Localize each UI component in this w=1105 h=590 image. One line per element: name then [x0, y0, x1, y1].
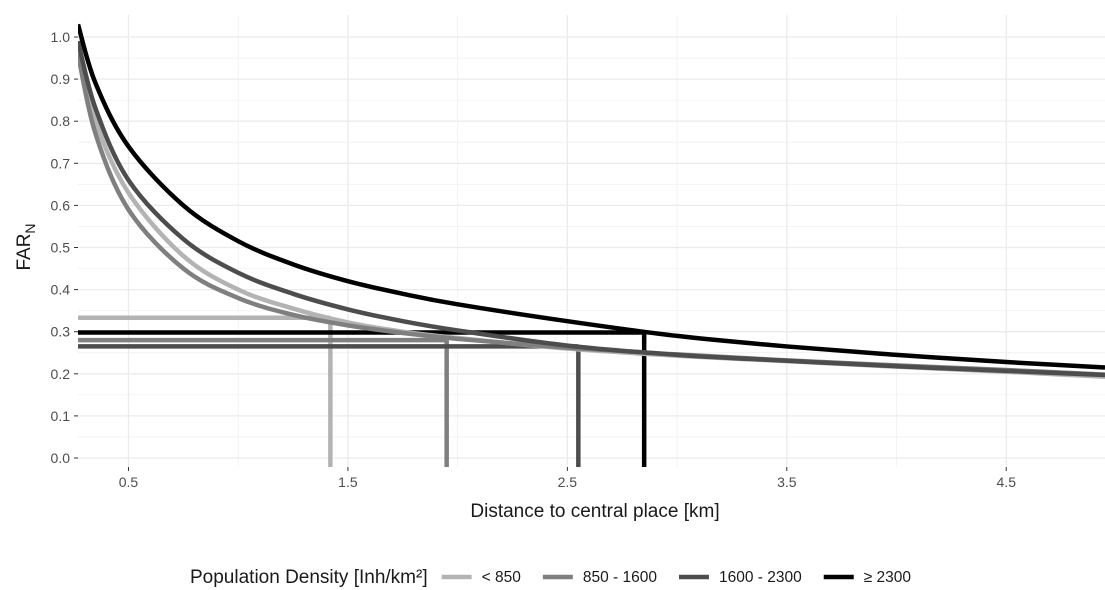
y-tick-label: 0.7	[51, 155, 71, 171]
y-tick-label: 1.0	[51, 29, 71, 45]
x-tick-label: 2.5	[558, 474, 578, 490]
y-axis-title: FARN	[14, 223, 38, 270]
legend-title: Population Density [Inh/km²]	[190, 567, 428, 588]
legend-item: 850 - 1600	[542, 569, 657, 586]
series-4-curve	[78, 23, 1105, 370]
y-axis-ticks: 0.0 0.1 0.2 0.3 0.4 0.5 0.6 0.7 0.8 0.9 1.0	[51, 29, 78, 466]
plot-area	[78, 15, 1105, 467]
legend-items: < 850 850 - 1600 1600 - 2300 ≥ 2300	[441, 569, 912, 586]
y-tick-label: 0.0	[51, 450, 71, 466]
x-tick-label: 1.5	[338, 474, 358, 490]
x-tick-label: 3.5	[777, 474, 797, 490]
x-axis-ticks: 0.5 1.5 2.5 3.5 4.5	[119, 467, 1016, 490]
legend-item: < 850	[441, 569, 522, 586]
y-tick-label: 0.9	[51, 71, 71, 87]
x-tick-label: 0.5	[119, 474, 139, 490]
x-axis-title: Distance to central place [km]	[470, 501, 719, 522]
plot-panel	[78, 15, 1105, 467]
x-tick-label: 4.5	[997, 474, 1017, 490]
legend-item: 1600 - 2300	[678, 569, 802, 586]
series-3-curve	[78, 40, 1105, 378]
legend-label: 1600 - 2300	[719, 569, 802, 586]
series-clip-group	[78, 23, 1105, 467]
legend-label: ≥ 2300	[864, 569, 912, 586]
series-layer	[78, 23, 1105, 467]
y-axis-title-subscript: N	[22, 223, 38, 233]
y-tick-label: 0.2	[51, 366, 71, 382]
y-tick-label: 0.6	[51, 197, 71, 213]
y-axis-title-main: FAR	[14, 234, 35, 271]
y-tick-label: 0.1	[51, 408, 71, 424]
y-tick-label: 0.8	[51, 113, 71, 129]
legend-label: 850 - 1600	[583, 569, 657, 586]
legend: Population Density [Inh/km²] < 850 850 - …	[190, 567, 911, 588]
y-tick-label: 0.5	[51, 240, 71, 256]
y-tick-label: 0.3	[51, 324, 71, 340]
legend-label: < 850	[482, 569, 522, 586]
y-tick-label: 0.4	[51, 282, 71, 298]
legend-item: ≥ 2300	[823, 569, 912, 586]
